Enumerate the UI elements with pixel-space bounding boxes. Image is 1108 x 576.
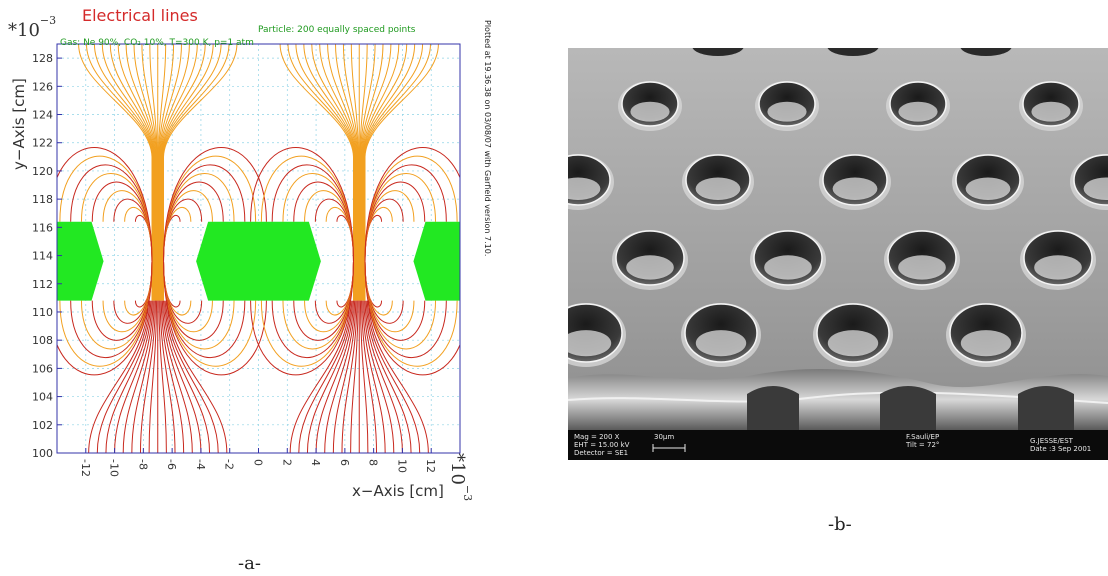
x-exponent-base: *10 (447, 453, 468, 485)
y-exponent-base: *10 (8, 20, 40, 41)
gem-hole (681, 303, 761, 367)
y-tick-label: 122 (32, 137, 53, 150)
sem-info-bar (568, 430, 1108, 460)
caption-b: -b- (828, 514, 852, 535)
x-tick-label: -12 (79, 459, 92, 477)
x-tick-label: 8 (367, 459, 380, 466)
sem-micrograph: Mag = 200 X EHT = 15.00 kV Detector = SE… (568, 48, 1108, 460)
gem-hole (886, 81, 950, 131)
plotted-info: Plotted at 19.36.38 on 03/08/07 with Gar… (483, 20, 492, 256)
gas-info: Gas: Ne 90%, CO₂ 10%, T=300 K, p=1 atm (60, 38, 254, 48)
cut-hole-section (1018, 386, 1074, 430)
y-tick-label: 116 (32, 221, 53, 234)
cut-hole-section (880, 386, 936, 430)
sem-author: G.JESSE/EST (1030, 437, 1073, 445)
y-tick-label: 102 (32, 419, 53, 432)
x-tick-label: -6 (165, 459, 178, 470)
sem-date: Date :3 Sep 2001 (1030, 445, 1091, 453)
cut-hole-section (747, 386, 799, 430)
caption-a: -a- (238, 553, 261, 574)
x-exponent: *10−3 (447, 453, 474, 501)
y-tick-label: 124 (32, 109, 53, 122)
gem-hole (819, 154, 891, 210)
y-exponent: *10−3 (8, 14, 56, 41)
gem-hole (884, 230, 960, 290)
gem-hole (952, 154, 1024, 210)
y-tick-label: 118 (32, 193, 53, 206)
gem-hole (1020, 230, 1096, 290)
x-tick-label: -4 (194, 459, 207, 470)
y-tick-label: 120 (32, 165, 53, 178)
gem-hole (618, 81, 682, 131)
x-tick-label: 0 (252, 459, 265, 466)
gem-hole (946, 303, 1026, 367)
y-tick-label: 104 (32, 391, 53, 404)
x-tick-label: 4 (309, 459, 322, 466)
sem-mag: Mag = 200 X (574, 433, 619, 441)
gem-hole (612, 230, 688, 290)
x-tick-label: 6 (338, 459, 351, 466)
x-tick-label: 2 (280, 459, 293, 466)
y-tick-label: 106 (32, 362, 53, 375)
y-tick-label: 128 (32, 52, 53, 65)
x-tick-label: 10 (395, 459, 408, 473)
y-exponent-power: −3 (40, 14, 56, 27)
gem-hole (1019, 81, 1083, 131)
x-tick-label: -8 (136, 459, 149, 470)
scale-bar-icon (652, 444, 686, 452)
x-exponent-power: −3 (461, 485, 474, 501)
electrode-center (196, 222, 321, 301)
gem-hole (682, 154, 754, 210)
x-tick-label: -2 (223, 459, 236, 470)
y-tick-label: 110 (32, 306, 53, 319)
x-tick-label: -10 (108, 459, 121, 477)
y-tick-label: 112 (32, 278, 53, 291)
sem-detector: Detector = SE1 (574, 449, 628, 457)
particle-info: Particle: 200 equally spaced points (258, 25, 415, 35)
gem-hole (750, 230, 826, 290)
sem-image (568, 48, 1108, 460)
panel-a: 100 102 104 106 108 110 112 114 116 118 120 122 124 1… (0, 0, 490, 510)
sem-scale-label: 30µm (654, 433, 674, 441)
y-tick-label: 126 (32, 80, 53, 93)
sem-tilt: Tilt = 72° (906, 441, 939, 449)
x-tick-label: 12 (424, 459, 437, 473)
plot-title: Electrical lines (82, 6, 198, 25)
sem-operator: F.Sauli/EP (906, 433, 939, 441)
gem-hole (755, 81, 819, 131)
y-tick-label: 100 (32, 447, 53, 460)
sem-eht: EHT = 15.00 kV (574, 441, 629, 449)
gem-hole (813, 303, 893, 367)
field-line-plot: 1001021041061081101121141161181201221241… (0, 0, 490, 510)
y-tick-label: 114 (32, 250, 53, 263)
y-axis-label: y−Axis [cm] (10, 78, 28, 170)
x-axis-label: x−Axis [cm] (352, 482, 444, 500)
y-tick-label: 108 (32, 334, 53, 347)
